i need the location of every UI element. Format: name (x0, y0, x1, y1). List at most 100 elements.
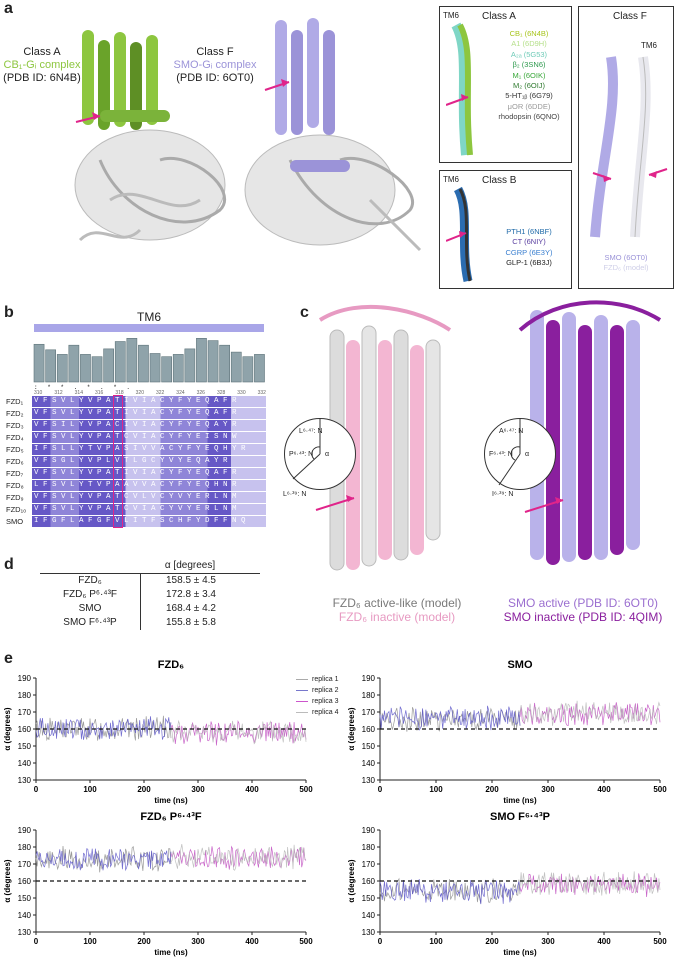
x-tick-label: 300 (541, 785, 555, 794)
replica-trace (519, 700, 661, 726)
conservation-bar (80, 354, 91, 383)
panel-letter-a: a (4, 0, 13, 17)
x-tick-label: 200 (137, 785, 151, 794)
x-tick-label: 200 (137, 937, 151, 946)
class-f-tm-label: TM6 (641, 41, 657, 50)
chart-fzd6: FZD₆ 130 140 150 160 170 180 190 0 100 200 300 400 50… (3, 659, 313, 805)
y-tick-label: 180 (18, 691, 32, 700)
class-f-label: Class F SMO-Gᵢ complex (PDB ID: 6OT0) (170, 46, 260, 85)
x-tick-label: 200 (485, 937, 499, 946)
cb1-structure (74, 30, 227, 242)
alpha-row-name: FZD₆ (78, 575, 102, 586)
tm6-title: TM6 (137, 310, 161, 324)
x-tick-label: 100 (429, 937, 443, 946)
residue-number: 312 (54, 390, 63, 396)
alpha-row-value: 168.4 ± 4.2 (140, 602, 241, 616)
alignment-row-name: FZD₉ (6, 493, 24, 502)
legend-entry: replica 2 (296, 685, 338, 696)
legend-label: replica 2 (312, 687, 339, 694)
legend-entry: replica 3 (296, 696, 338, 707)
alignment-row-seq: VFSGLYVPLVTLGCYVYEQAYR (32, 456, 266, 467)
class-b-entry: CGRP (6E3Y) (505, 247, 553, 257)
residue-number: 330 (237, 390, 246, 396)
conservation-bar (161, 356, 173, 383)
conservation-bar (196, 338, 207, 383)
x-axis-label: time (ns) (503, 796, 537, 805)
conservation-bar (184, 348, 196, 383)
conservation-bar (172, 354, 184, 383)
y-tick-label: 170 (362, 708, 376, 717)
class-a-entry: M₁ (6OIK) (512, 70, 546, 80)
alignment-row-name: FZD₂ (6, 409, 24, 418)
dial-alpha-label: α (525, 451, 530, 458)
x-tick-label: 500 (653, 785, 667, 794)
arrow-head-icon (459, 231, 466, 238)
alpha-row-value: 172.8 ± 3.4 (140, 588, 241, 602)
panel-letter-e: e (4, 650, 13, 667)
alignment-row: SMO IFGFLAFGFVLITFSCHFYDFFNQ (6, 516, 266, 527)
class-a-entry: M₂ (6OIJ) (512, 81, 546, 91)
y-axis-label: α (degrees) (3, 707, 12, 750)
chart-title: FZD₆ P⁶·⁴³F (140, 811, 202, 823)
y-tick-label: 140 (18, 911, 32, 920)
smo-structure (244, 18, 422, 252)
class-b-helix (446, 186, 473, 282)
alignment-row-seq: IFSLLYTVPASIVVACYFYEQHYR (32, 444, 266, 455)
x-axis-label: time (ns) (154, 948, 188, 957)
y-axis-label: α (degrees) (347, 707, 356, 750)
x-tick-label: 0 (378, 785, 383, 794)
x-axis-label: time (ns) (154, 796, 188, 805)
y-tick-label: 170 (18, 708, 32, 717)
alpha-row-value: 155.8 ± 5.8 (140, 616, 241, 630)
alpha-table-header-row: α [degrees] (40, 560, 260, 574)
x-tick-label: 300 (541, 937, 555, 946)
residue-number: 326 (196, 390, 205, 396)
conservation-bar (254, 354, 265, 383)
residue-number: 316 (94, 390, 104, 396)
position-643-highlight (113, 395, 123, 528)
y-tick-label: 130 (18, 776, 32, 785)
alignment-row: FZD₂ VFSVLYVPATIVIACYFYEQAFR (6, 408, 266, 419)
fzd6-angle-dial: L⁶·⁴⁷: N P⁶·⁴³: N α (284, 418, 356, 490)
conservation-bar (149, 353, 161, 383)
class-b-entries: PTH1 (6NBF) CT (6NIY) CGRP (6E3Y) GLP-1 … (488, 227, 570, 269)
arrow-head-icon (92, 112, 100, 120)
conservation-bar (219, 344, 231, 383)
residue-number: 310 (34, 390, 43, 396)
alignment-row-seq: VFSVLYVPATCVIACYVYERLNM (32, 504, 266, 515)
alignment-row-seq: VFSILYVPACIVIACYFYEQAYR (32, 420, 266, 431)
y-tick-label: 190 (18, 826, 32, 835)
alignment-row: FZD₈ LFSVLYTVPAAVVACYFYEQHNR (6, 480, 266, 491)
legend-swatch (296, 689, 308, 691)
class-b-entry: CT (6NIY) (512, 237, 546, 247)
conservation-bar (207, 340, 219, 383)
y-axis-label: α (degrees) (347, 859, 356, 902)
x-axis-label: time (ns) (503, 948, 537, 957)
alpha-table-row: FZD₆ 158.5 ± 4.5 (40, 574, 260, 588)
residue-number: 328 (216, 390, 226, 396)
dial-top-label: L⁶·⁴⁷: N (299, 428, 323, 435)
y-tick-label: 190 (362, 826, 376, 835)
fzd6-legend-line2: FZD₆ inactive (model) (338, 610, 456, 624)
class-a-label: Class A CB₁-Gᵢ complex (PDB ID: 6N4B) (0, 46, 84, 85)
class-a-tm6-box: TM6 Class A CB₁ (6N4B) A1 (6D9H) A₂ₐ (5G… (439, 6, 572, 163)
replica-trace (379, 878, 521, 905)
panel-letter-c: c (300, 304, 309, 321)
alignment-row: FZD₆ VFSGLYVPLVTLGCYVYEQAYR (6, 456, 266, 467)
dial-top-label: A⁶·⁴⁷: N (499, 428, 524, 435)
x-tick-label: 400 (597, 937, 611, 946)
y-tick-label: 180 (18, 843, 32, 852)
residue-number: 332 (257, 390, 266, 396)
dial-bottom-label: L⁶·³⁹: N (283, 491, 307, 498)
conservation-bar (56, 354, 68, 383)
class-f-entry: SMO (6OT0) (604, 253, 648, 262)
class-a-tm-label: TM6 (443, 11, 459, 20)
alignment-row-name: SMO (6, 517, 24, 526)
dial-bottom-label: I⁶·³⁹: N (492, 491, 514, 498)
legend-label: replica 3 (312, 698, 339, 705)
y-tick-label: 140 (362, 759, 376, 768)
y-tick-label: 170 (18, 860, 32, 869)
class-a-helix (446, 22, 473, 156)
alignment-row-seq: LFSVLYTVPAAVVACYFYEQHNR (32, 480, 266, 491)
legend-swatch (296, 711, 308, 713)
